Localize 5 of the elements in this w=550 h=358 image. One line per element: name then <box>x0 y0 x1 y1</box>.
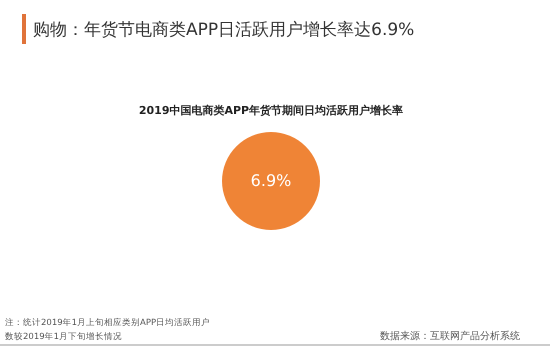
text: 购物：年货节电商类APP日活跃用户增长率达6.9% <box>33 20 414 40</box>
text: 2019中国电商类APP年货节期间日均活跃用户增长率 <box>138 104 404 117</box>
data-label: 6.9% <box>250 171 292 190</box>
text: 注：统计2019年1月上旬相应类别APP日均活跃用户数较2019年1月下旬增长情况 <box>5 317 210 342</box>
source-note: 数据来源：互联网产品分析系统 <box>380 330 520 342</box>
